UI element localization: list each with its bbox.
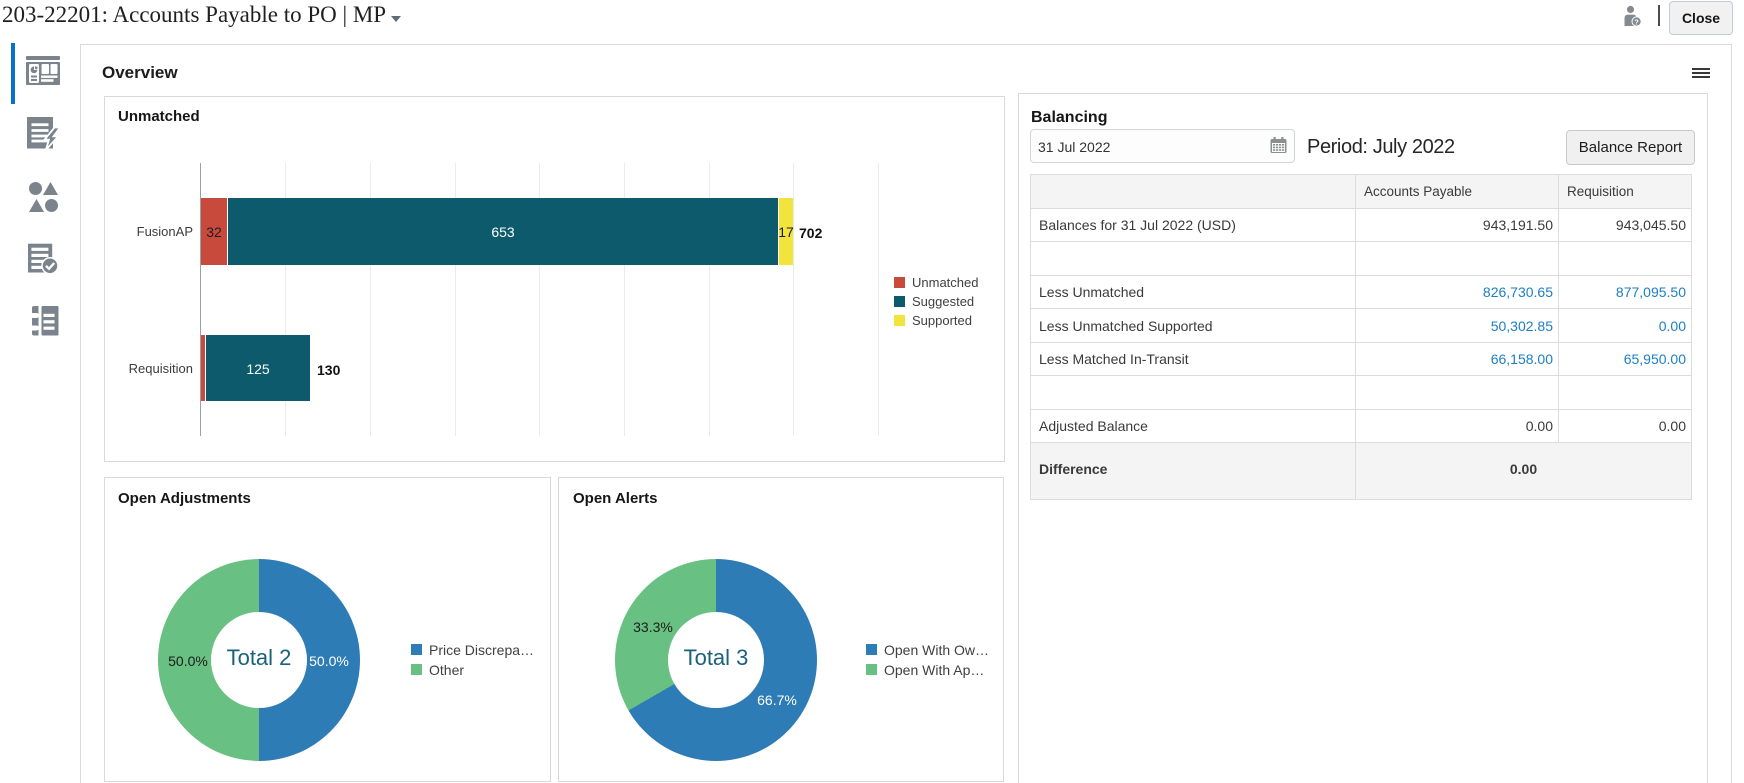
svg-text:?: ? <box>1634 17 1639 26</box>
